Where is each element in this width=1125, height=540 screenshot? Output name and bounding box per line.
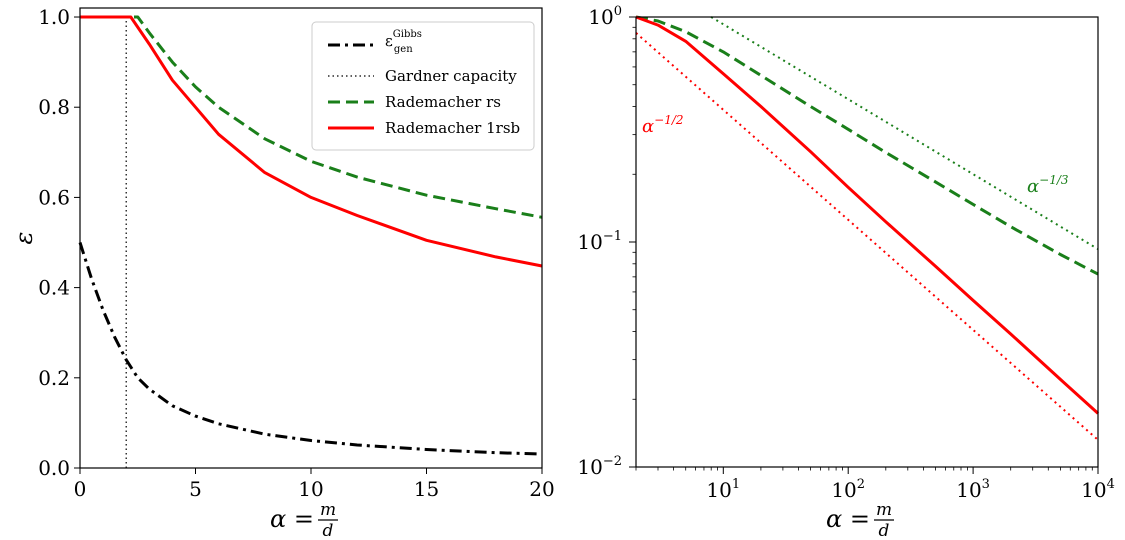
legend-entry-1rsb: Rademacher 1rsb [328,119,520,137]
left-y-tick-label: 1.0 [38,5,70,29]
right-y-tick-label: 100 [588,4,622,29]
left-x-label-numerator: m [320,500,336,520]
left-y-tick-label: 0.4 [38,276,70,300]
left-x-label-denominator: d [323,521,334,540]
left-y-tick-label: 0.6 [38,185,70,209]
right-y-tick-label: 10−2 [577,454,622,479]
left-series-gibbs [78,242,543,456]
legend: εGibbs gen Gardner capacity Rademacher rs… [311,21,535,151]
left-y-axis-label: ε [10,232,38,245]
right-plot-area [635,15,1100,441]
legend-entry-rs: Rademacher rs [328,93,501,111]
left-y-tick-label: 0.2 [38,366,70,390]
legend-label-1rsb: Rademacher 1rsb [385,119,520,137]
right-x-tick-label: 102 [831,477,865,502]
right-axes-frame [635,16,1099,468]
left-series-onersb [80,15,543,268]
left-plot-area [78,15,543,468]
left-x-tick-label: 10 [298,477,323,501]
legend-entry-gardner: Gardner capacity [328,67,517,85]
annotation-alpha-minus-third: α−1/3 [1027,173,1069,197]
left-y-tick-label: 0.8 [38,95,70,119]
right-series-rs_guide [710,16,1099,250]
left-series-rs [80,15,543,219]
legend-label-rs: Rademacher rs [385,93,501,111]
annotation-alpha-minus-half: α−1/2 [642,113,684,137]
right-x-tick-label: 103 [956,477,990,502]
right-series-onersb [635,15,1100,415]
left-x-tick-label: 15 [414,477,439,501]
left-x-tick-label: 5 [189,477,202,501]
right-x-axis-label: α = m d [826,500,894,540]
legend-frame [311,21,535,151]
right-series-onersb_guide [635,32,1099,441]
right-series-rs [635,15,1099,276]
left-x-axis-label: α = m d [270,500,338,540]
right-x-label-numerator: m [876,500,892,520]
right-panel: 101 102 103 104 10−2 10−1 100 α−1/2 α−1/3 α = … [577,4,1114,540]
right-ticks: 101 102 103 104 10−2 10−1 100 [577,4,1114,502]
right-y-tick-label: 10−1 [577,229,622,254]
left-x-tick-label: 0 [74,477,87,501]
right-x-label-denominator: d [879,521,890,540]
left-panel: 0 5 10 15 20 0.0 0.2 0.4 0.6 0.8 1.0 ε α = m d εGi… [10,5,555,540]
legend-label-gardner: Gardner capacity [385,67,517,85]
left-x-label-lhs: α = [270,505,314,533]
left-ticks: 0 5 10 15 20 0.0 0.2 0.4 0.6 0.8 1.0 [38,5,555,501]
right-x-tick-label: 101 [706,477,740,502]
left-y-tick-label: 0.0 [38,456,70,480]
right-x-label-lhs: α = [826,505,870,533]
left-x-tick-label: 20 [529,477,554,501]
right-x-tick-label: 104 [1081,477,1115,502]
